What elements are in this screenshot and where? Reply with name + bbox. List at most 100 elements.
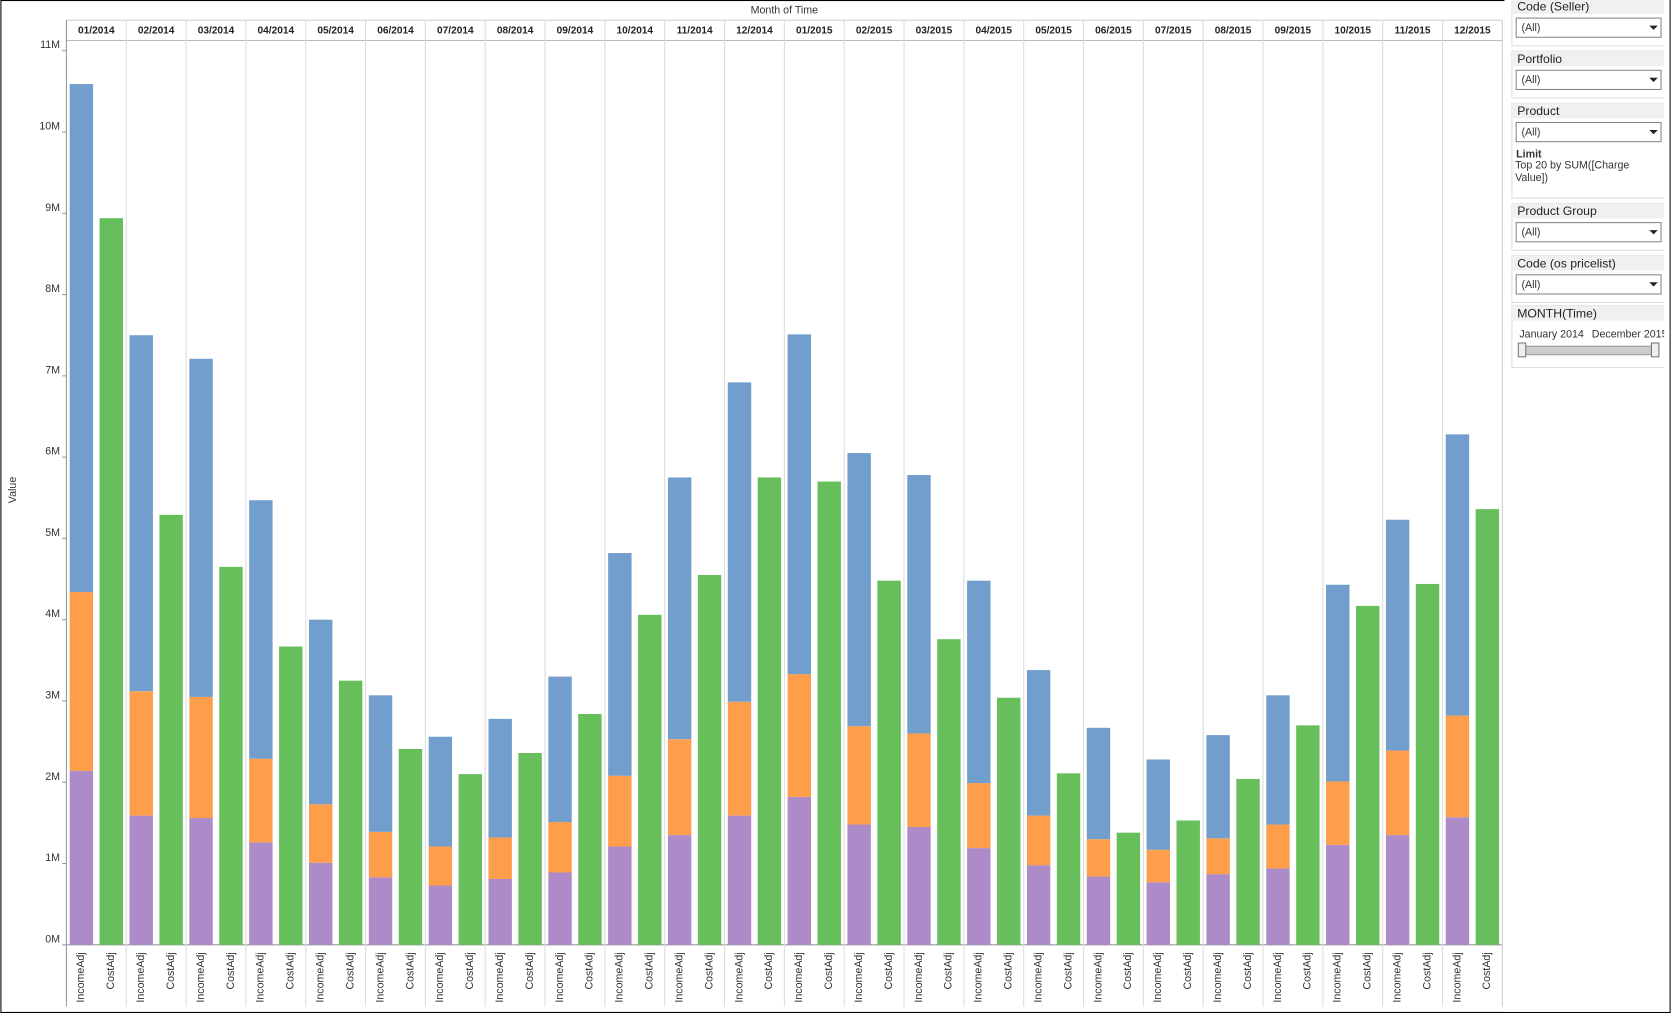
bar-segment: [907, 475, 931, 734]
bar-segment: [727, 701, 752, 816]
bar-segment: [368, 695, 393, 832]
bar-segment: [129, 335, 153, 692]
bar-label: IncomeAdj: [673, 952, 685, 1002]
bar-label: CostAdj: [225, 952, 237, 989]
filter-title: Portfolio: [1517, 52, 1562, 66]
bar-label: CostAdj: [285, 952, 297, 989]
month-header: 01/2015: [796, 26, 833, 37]
filter-title: Code (Seller): [1517, 0, 1589, 14]
bar-label: IncomeAdj: [973, 952, 985, 1002]
filter-card-header: [1511, 51, 1665, 67]
bar-segment: [69, 84, 94, 593]
bar-segment: [69, 592, 94, 771]
dropdown-value[interactable]: (All): [1521, 22, 1540, 34]
bar-segment: [189, 818, 213, 945]
y-tick-label: 7M: [45, 364, 60, 376]
dropdown-arrow[interactable]: [1649, 230, 1658, 235]
bar-label: CostAdj: [1302, 952, 1314, 989]
bar-segment: [1176, 820, 1200, 945]
bar-label: IncomeAdj: [434, 952, 446, 1002]
bar-segment: [967, 580, 991, 784]
month-header: 08/2014: [497, 26, 534, 37]
bar-label: CostAdj: [1122, 952, 1134, 989]
bar-label: IncomeAdj: [1391, 952, 1403, 1002]
dropdown[interactable]: [1515, 222, 1662, 243]
month-header: 05/2014: [317, 26, 354, 37]
bar-label: CostAdj: [524, 952, 536, 989]
bar-label: IncomeAdj: [315, 952, 327, 1002]
bar-label: IncomeAdj: [494, 952, 506, 1002]
dropdown-arrow[interactable]: [1649, 282, 1658, 287]
bar-segment: [1326, 781, 1350, 845]
dropdown[interactable]: [1515, 121, 1662, 143]
bar-label: CostAdj: [105, 952, 117, 989]
bar-segment: [1026, 865, 1051, 945]
filter-card-header: [1511, 0, 1665, 14]
bar-segment: [667, 477, 692, 740]
filter-title: Product Group: [1517, 204, 1597, 218]
dropdown-value[interactable]: (All): [1521, 227, 1540, 239]
dropdown-arrow[interactable]: [1649, 77, 1658, 83]
month-header: 03/2014: [198, 26, 235, 37]
month-header: 07/2014: [437, 26, 474, 37]
month-header: 11/2014: [677, 26, 713, 37]
y-tick-label: 9M: [45, 202, 60, 214]
month-header: 02/2015: [856, 26, 893, 37]
dropdown[interactable]: [1515, 274, 1662, 295]
dropdown-arrow[interactable]: [1649, 25, 1658, 30]
bar-segment: [847, 824, 871, 945]
dropdown-arrow[interactable]: [1649, 129, 1658, 135]
bar-segment: [159, 514, 183, 945]
bar-segment: [249, 758, 273, 843]
bar-segment: [1266, 695, 1290, 825]
bar-segment: [308, 862, 333, 945]
bar-segment: [488, 718, 512, 838]
bar-segment: [368, 831, 393, 878]
month-header: 12/2014: [736, 26, 773, 37]
bar-segment: [817, 481, 841, 945]
bar-label: IncomeAdj: [1032, 952, 1044, 1002]
y-tick-label: 2M: [45, 771, 60, 783]
bar-label: IncomeAdj: [1272, 952, 1284, 1002]
bar-segment: [428, 846, 453, 886]
filter-title: Code (os pricelist): [1517, 256, 1616, 270]
bar-segment: [548, 676, 572, 823]
slider-handle-end[interactable]: [1650, 342, 1660, 358]
bar-segment: [997, 697, 1021, 945]
bar-segment: [1086, 727, 1111, 840]
bar-segment: [907, 733, 931, 827]
bar-segment: [249, 500, 273, 759]
slider-handle-start[interactable]: [1517, 342, 1527, 358]
bar-segment: [458, 774, 482, 945]
bar-label: IncomeAdj: [1451, 952, 1463, 1002]
bar-segment: [877, 580, 901, 945]
bar-segment: [667, 835, 692, 945]
bar-segment: [548, 822, 572, 873]
bar-segment: [967, 783, 991, 849]
bar-segment: [1445, 715, 1470, 818]
bar-segment: [99, 218, 124, 945]
bar-label: IncomeAdj: [614, 952, 626, 1002]
bar-label: CostAdj: [344, 952, 356, 989]
bar-segment: [219, 566, 243, 945]
bar-segment: [1056, 773, 1081, 945]
slider-track[interactable]: [1520, 345, 1659, 356]
bar-label: CostAdj: [404, 952, 416, 989]
dropdown-value[interactable]: (All): [1521, 126, 1540, 138]
bar-label: IncomeAdj: [793, 952, 805, 1002]
dropdown[interactable]: [1515, 69, 1662, 91]
month-header: 02/2014: [138, 26, 175, 37]
bar-segment: [279, 646, 303, 945]
bar-label: CostAdj: [823, 952, 835, 989]
bar-label: IncomeAdj: [374, 952, 386, 1002]
dropdown-value[interactable]: (All): [1521, 74, 1540, 86]
bar-segment: [847, 453, 871, 727]
bar-segment: [1415, 583, 1440, 945]
filter-title: Product: [1517, 104, 1560, 118]
dropdown-value[interactable]: (All): [1521, 279, 1540, 291]
bar-label: IncomeAdj: [195, 952, 207, 1002]
dropdown[interactable]: [1515, 17, 1662, 38]
bar-label: CostAdj: [1242, 952, 1254, 989]
bar-segment: [608, 775, 632, 847]
